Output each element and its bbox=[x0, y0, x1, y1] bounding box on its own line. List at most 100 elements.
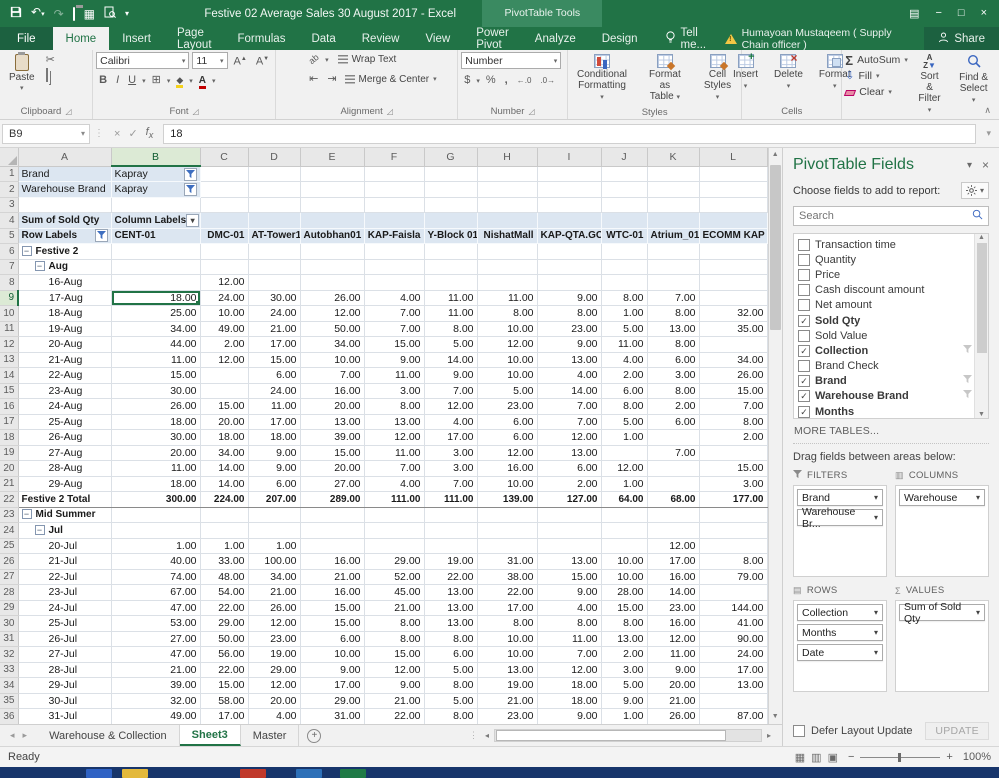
taskbar-app-icon[interactable] bbox=[240, 769, 266, 778]
grid-cell[interactable] bbox=[200, 367, 249, 384]
grid-cell[interactable] bbox=[111, 507, 201, 523]
grid-cell[interactable] bbox=[699, 197, 768, 213]
grid-cell[interactable] bbox=[647, 507, 700, 523]
grid-cell[interactable]: 139.00 bbox=[477, 491, 538, 508]
grid-cell[interactable] bbox=[699, 243, 768, 260]
grid-cell[interactable]: 90.00 bbox=[699, 631, 768, 647]
grid-cell[interactable]: 3.00 bbox=[647, 367, 700, 384]
grid-cell[interactable] bbox=[699, 538, 768, 554]
grid-cell[interactable] bbox=[647, 522, 700, 539]
wrap-text-button[interactable]: Wrap Text bbox=[337, 52, 396, 67]
grid-cell[interactable]: 41.00 bbox=[699, 615, 768, 632]
grid-cell[interactable]: 26.00 bbox=[111, 398, 201, 415]
grid-cell[interactable] bbox=[647, 274, 700, 291]
grid-cell[interactable]: 1.00 bbox=[200, 538, 249, 554]
ribbon-display-icon[interactable]: ▤ bbox=[909, 8, 920, 20]
clear-button[interactable]: Clear ▾ bbox=[844, 85, 908, 100]
search-icon[interactable] bbox=[967, 209, 988, 223]
grid-cell[interactable] bbox=[647, 212, 700, 229]
grid-cell[interactable]: 13.00 bbox=[601, 631, 648, 647]
grid-cell[interactable]: 12.00 bbox=[647, 538, 700, 554]
grid-cell[interactable]: 21.00 bbox=[111, 662, 201, 678]
column-header-L[interactable]: L bbox=[699, 148, 768, 167]
sheet-tab-sheet3[interactable]: Sheet3 bbox=[179, 725, 241, 746]
grid-cell[interactable]: 9.00 bbox=[537, 584, 602, 601]
row-header[interactable]: 22 bbox=[0, 491, 19, 508]
grid-cell[interactable]: 8.00 bbox=[477, 305, 538, 322]
grid-cell[interactable]: 4.00 bbox=[537, 367, 602, 384]
grid-cell[interactable]: 1.00 bbox=[601, 476, 648, 492]
field-chip[interactable]: Brand ▾ bbox=[797, 489, 883, 506]
grid-cell[interactable]: Y-Block 01 bbox=[424, 228, 478, 244]
grid-cell[interactable]: 18.00 bbox=[537, 693, 602, 709]
grid-cell[interactable]: 8.00 bbox=[699, 414, 768, 430]
row-header[interactable]: 17 bbox=[0, 414, 19, 430]
grid-cell[interactable] bbox=[477, 243, 538, 260]
grid-cell[interactable] bbox=[248, 197, 301, 213]
restore-icon[interactable]: □ bbox=[957, 7, 965, 19]
row-header[interactable]: 2 bbox=[0, 181, 19, 198]
grid-cell[interactable]: 18.00 bbox=[537, 677, 602, 694]
grid-cell[interactable]: 7.00 bbox=[647, 445, 700, 461]
row-header[interactable]: 35 bbox=[0, 693, 19, 709]
more-tables-link[interactable]: MORE TABLES... bbox=[794, 425, 880, 437]
grid-cell[interactable]: 15.00 bbox=[300, 600, 365, 616]
grid-cell[interactable]: Warehouse Brand bbox=[18, 181, 112, 198]
grid-cell[interactable]: 58.00 bbox=[200, 693, 249, 709]
column-header-H[interactable]: H bbox=[477, 148, 538, 167]
row-header[interactable]: 18 bbox=[0, 429, 19, 446]
grid-cell[interactable] bbox=[248, 274, 301, 291]
row-header[interactable]: 14 bbox=[0, 367, 19, 384]
grid-cell[interactable]: 26.00 bbox=[699, 367, 768, 384]
pane-options-icon[interactable]: ▾ bbox=[966, 159, 972, 171]
grid-cell[interactable]: 18.00 bbox=[111, 414, 201, 430]
grid-cell[interactable]: 23.00 bbox=[477, 708, 538, 725]
grid-cell[interactable] bbox=[699, 522, 768, 539]
grid-cell[interactable]: 21-Aug bbox=[18, 352, 112, 368]
grid-cell[interactable]: 14.00 bbox=[647, 584, 700, 601]
grid-cell[interactable]: Sum of Sold Qty bbox=[18, 212, 112, 229]
row-header[interactable]: 9 bbox=[0, 290, 19, 306]
grid-cell[interactable]: 2.00 bbox=[601, 367, 648, 384]
grid-cell[interactable]: 49.00 bbox=[111, 708, 201, 725]
grid-cell[interactable]: 9.00 bbox=[601, 693, 648, 709]
grid-cell[interactable]: 15.00 bbox=[200, 677, 249, 694]
comma-style-icon[interactable]: , bbox=[504, 74, 508, 86]
grid-cell[interactable] bbox=[424, 274, 478, 291]
grid-cell[interactable] bbox=[248, 181, 301, 198]
collapse-icon[interactable]: − bbox=[34, 261, 45, 272]
grid-cell[interactable] bbox=[537, 274, 602, 291]
grid-cell[interactable]: 7.00 bbox=[537, 398, 602, 415]
field-list-scrollbar[interactable]: ▲ ▼ bbox=[974, 234, 988, 418]
grid-cell[interactable]: 3.00 bbox=[601, 662, 648, 678]
pane-close-icon[interactable]: × bbox=[981, 158, 989, 172]
field-checkbox[interactable]: ✓ bbox=[798, 405, 810, 418]
grid-cell[interactable]: 9.00 bbox=[424, 367, 478, 384]
zoom-slider[interactable] bbox=[860, 752, 941, 762]
taskbar-excel-icon[interactable] bbox=[340, 769, 366, 778]
field-item[interactable]: Price bbox=[798, 267, 974, 282]
grid-cell[interactable]: 3.00 bbox=[364, 383, 425, 399]
row-header[interactable]: 23 bbox=[0, 507, 19, 523]
grid-cell[interactable]: 17.00 bbox=[200, 708, 249, 725]
grid-cell[interactable] bbox=[300, 197, 365, 213]
grid-cell[interactable]: 26.00 bbox=[248, 600, 301, 616]
grid-cell[interactable] bbox=[248, 243, 301, 260]
grid-cell[interactable]: 2.00 bbox=[537, 476, 602, 492]
grid-cell[interactable]: Kapray bbox=[111, 181, 201, 198]
column-header-I[interactable]: I bbox=[537, 148, 602, 167]
grid-cell[interactable]: 21.00 bbox=[300, 569, 365, 585]
row-header[interactable]: 4 bbox=[0, 212, 19, 229]
grid-cell[interactable]: 3.00 bbox=[699, 476, 768, 492]
grid-cell[interactable]: 8.00 bbox=[424, 677, 478, 694]
field-item[interactable]: ✓ Months bbox=[798, 404, 974, 418]
grid-cell[interactable]: 26-Jul bbox=[18, 631, 112, 647]
grid-cell[interactable] bbox=[537, 243, 602, 260]
grid-cell[interactable] bbox=[647, 460, 700, 477]
grid-cell[interactable] bbox=[424, 197, 478, 213]
field-item[interactable]: Brand Check bbox=[798, 359, 974, 374]
field-checkbox[interactable] bbox=[798, 299, 810, 312]
grid-cell[interactable]: 25-Jul bbox=[18, 615, 112, 632]
zoom-out-icon[interactable]: − bbox=[847, 751, 855, 763]
grid-cell[interactable]: 8.00 bbox=[647, 383, 700, 399]
